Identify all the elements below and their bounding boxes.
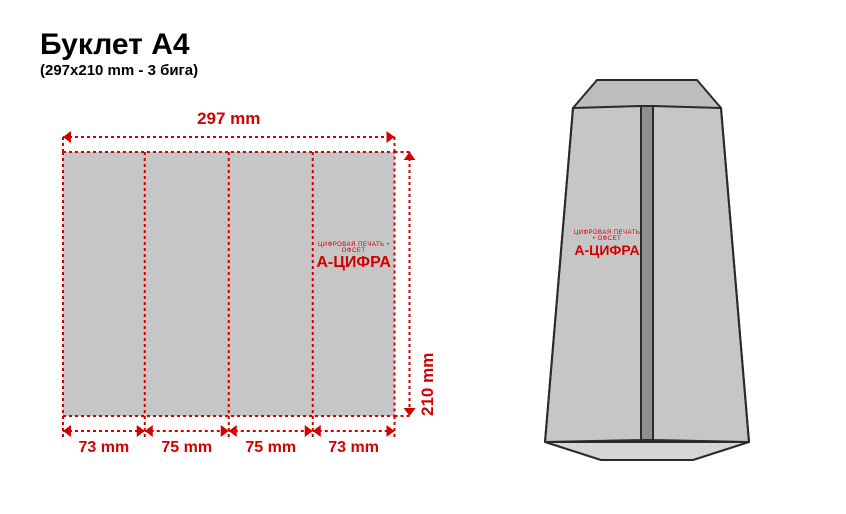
dim-panel-0: 73 mm (63, 439, 145, 457)
flat-watermark: ЦИФРОВАЯ ПЕЧАТЬ • ОФСЕТА-ЦИФРА (313, 242, 395, 272)
folded-watermark: ЦИФРОВАЯ ПЕЧАТЬ • ОФСЕТА-ЦИФРА (573, 230, 641, 258)
dim-panel-2: 75 mm (229, 439, 313, 457)
dim-panel-3: 73 mm (313, 439, 395, 457)
dim-width: 297 mm (63, 109, 395, 129)
dim-panel-1: 75 mm (145, 439, 229, 457)
dim-height: 210 mm (418, 152, 438, 416)
